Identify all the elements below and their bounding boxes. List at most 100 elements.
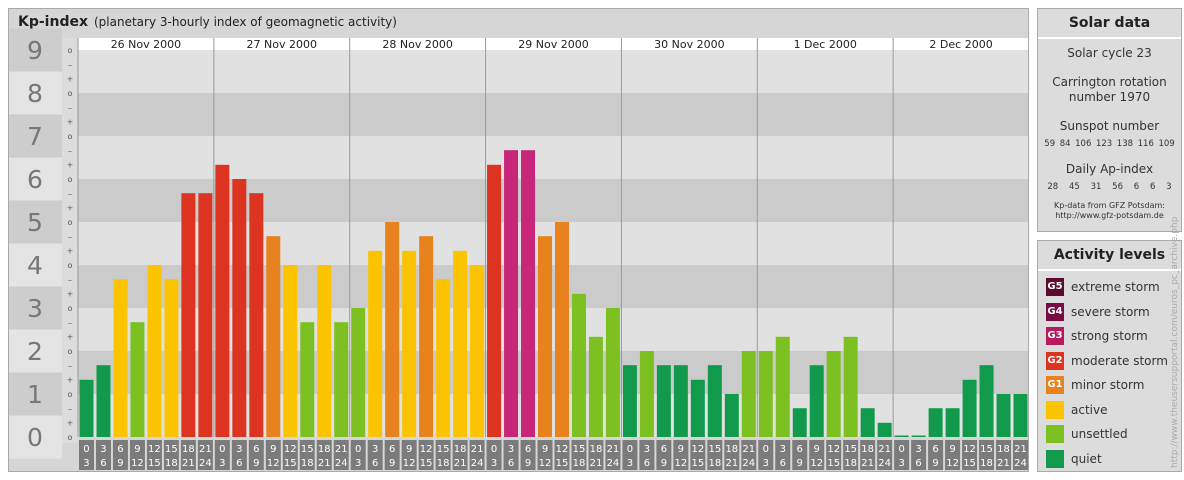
interval-start-1-4: 12	[284, 444, 297, 455]
interval-end-1-2: 9	[253, 458, 259, 469]
sub-tick-8-2: –	[68, 103, 72, 112]
interval-end-3-0: 3	[491, 458, 497, 469]
interval-start-4-3: 9	[678, 444, 684, 455]
kp-bar-6-2	[928, 408, 943, 437]
interval-end-6-5: 18	[980, 458, 993, 469]
y-tick-box-2	[9, 329, 62, 373]
kp-bar-3-5	[571, 293, 586, 437]
date-label-0: 26 Nov 2000	[111, 38, 181, 51]
y-tick-box-8	[9, 71, 62, 115]
interval-box-4-2	[656, 440, 672, 470]
interval-start-0-2: 6	[117, 444, 123, 455]
interval-end-4-2: 9	[661, 458, 667, 469]
y-tick-label-1: 1	[27, 380, 43, 409]
interval-box-4-6	[724, 440, 740, 470]
ap-label: Daily Ap-index	[1065, 162, 1154, 176]
credit-text: http://www.theusersupportal.com/euros_pc…	[1170, 216, 1180, 468]
sub-tick-7-2: –	[68, 146, 72, 155]
interval-start-2-6: 18	[454, 444, 467, 455]
y-tick-label-0: 0	[27, 423, 43, 452]
y-tick-label-5: 5	[27, 208, 43, 237]
interval-start-6-0: 0	[898, 444, 904, 455]
interval-end-2-7: 24	[471, 458, 484, 469]
interval-start-5-7: 21	[878, 444, 891, 455]
kp-bar-5-1	[775, 336, 790, 437]
sunspot-value-6: 109	[1158, 139, 1175, 149]
interval-end-0-2: 9	[117, 458, 123, 469]
interval-end-5-5: 18	[844, 458, 857, 469]
interval-end-3-4: 15	[556, 458, 569, 469]
interval-start-4-5: 15	[708, 444, 721, 455]
interval-box-2-1	[367, 440, 383, 470]
sub-tick-8-1: +	[67, 75, 74, 84]
ap-value-5: 6	[1149, 182, 1156, 192]
kp-bar-0-2	[113, 279, 128, 437]
date-header-strip	[78, 38, 1028, 50]
interval-box-2-0	[350, 440, 366, 470]
interval-box-1-7	[333, 440, 349, 470]
interval-box-6-7	[1013, 440, 1028, 470]
interval-start-3-0: 0	[491, 444, 497, 455]
kp-bar-1-0	[215, 164, 230, 437]
sub-tick-3-1: +	[67, 290, 74, 299]
interval-end-5-4: 15	[827, 458, 840, 469]
kp-bar-2-0	[351, 308, 366, 437]
date-label-2: 28 Nov 2000	[382, 38, 452, 51]
interval-end-3-6: 21	[590, 458, 603, 469]
interval-box-2-7	[469, 440, 485, 470]
interval-start-5-6: 18	[861, 444, 874, 455]
interval-start-3-2: 6	[525, 444, 531, 455]
source-line1: Kp-data from GFZ Potsdam:	[1054, 201, 1165, 210]
interval-end-2-1: 6	[372, 458, 378, 469]
interval-end-4-5: 18	[708, 458, 721, 469]
legend-item-moderate-storm: G2 moderate storm	[1038, 349, 1181, 374]
kp-bar-4-1	[639, 351, 654, 437]
legend-item-severe-storm: G4 severe storm	[1038, 300, 1181, 325]
interval-box-0-3	[129, 440, 145, 470]
y-tick-box-9	[9, 28, 62, 72]
interval-box-6-5	[979, 440, 995, 470]
interval-start-0-4: 12	[148, 444, 161, 455]
sub-tick-column	[62, 38, 78, 443]
y-tick-label-3: 3	[27, 294, 43, 323]
carrington-line1: Carrington rotation	[1052, 75, 1167, 89]
interval-box-4-3	[673, 440, 689, 470]
legend-label-5: active	[1071, 402, 1108, 417]
interval-box-1-2	[248, 440, 264, 470]
legend-swatch-6	[1046, 425, 1064, 444]
sub-tick-5-2: –	[68, 232, 72, 241]
interval-start-5-1: 3	[780, 444, 786, 455]
kp-bar-2-7	[470, 265, 485, 437]
interval-end-2-0: 3	[355, 458, 361, 469]
interval-end-6-6: 21	[997, 458, 1010, 469]
interval-box-4-0	[622, 440, 638, 470]
kp-bar-2-1	[368, 250, 383, 437]
y-tick-label-8: 8	[27, 79, 43, 108]
activity-levels-heading: Activity levels	[1038, 241, 1181, 271]
kp-bar-0-4	[147, 265, 162, 437]
legend-item-active: active	[1038, 398, 1181, 423]
interval-end-1-7: 24	[335, 458, 348, 469]
band-8	[78, 50, 1028, 93]
sub-tick-1-0: o	[68, 390, 73, 399]
interval-box-5-1	[775, 440, 791, 470]
interval-end-4-1: 6	[644, 458, 650, 469]
interval-end-6-4: 15	[963, 458, 976, 469]
interval-start-5-0: 0	[763, 444, 769, 455]
y-tick-box-0	[9, 415, 62, 459]
interval-start-3-7: 21	[607, 444, 620, 455]
kp-bar-1-4	[283, 265, 298, 437]
interval-start-3-5: 15	[573, 444, 586, 455]
kp-bar-5-5	[843, 336, 858, 437]
interval-end-5-1: 6	[780, 458, 786, 469]
interval-end-2-5: 18	[437, 458, 450, 469]
chart-title: Kp-index (planetary 3-hourly index of geo…	[18, 14, 397, 30]
interval-end-1-3: 12	[267, 458, 280, 469]
ap-value-1: 45	[1068, 182, 1080, 192]
kp-bar-3-6	[588, 336, 603, 437]
interval-start-4-4: 12	[691, 444, 704, 455]
interval-box-0-5	[163, 440, 179, 470]
sub-tick-3-2: –	[68, 318, 72, 327]
interval-box-6-2	[928, 440, 944, 470]
kp-bar-5-0	[758, 351, 773, 437]
